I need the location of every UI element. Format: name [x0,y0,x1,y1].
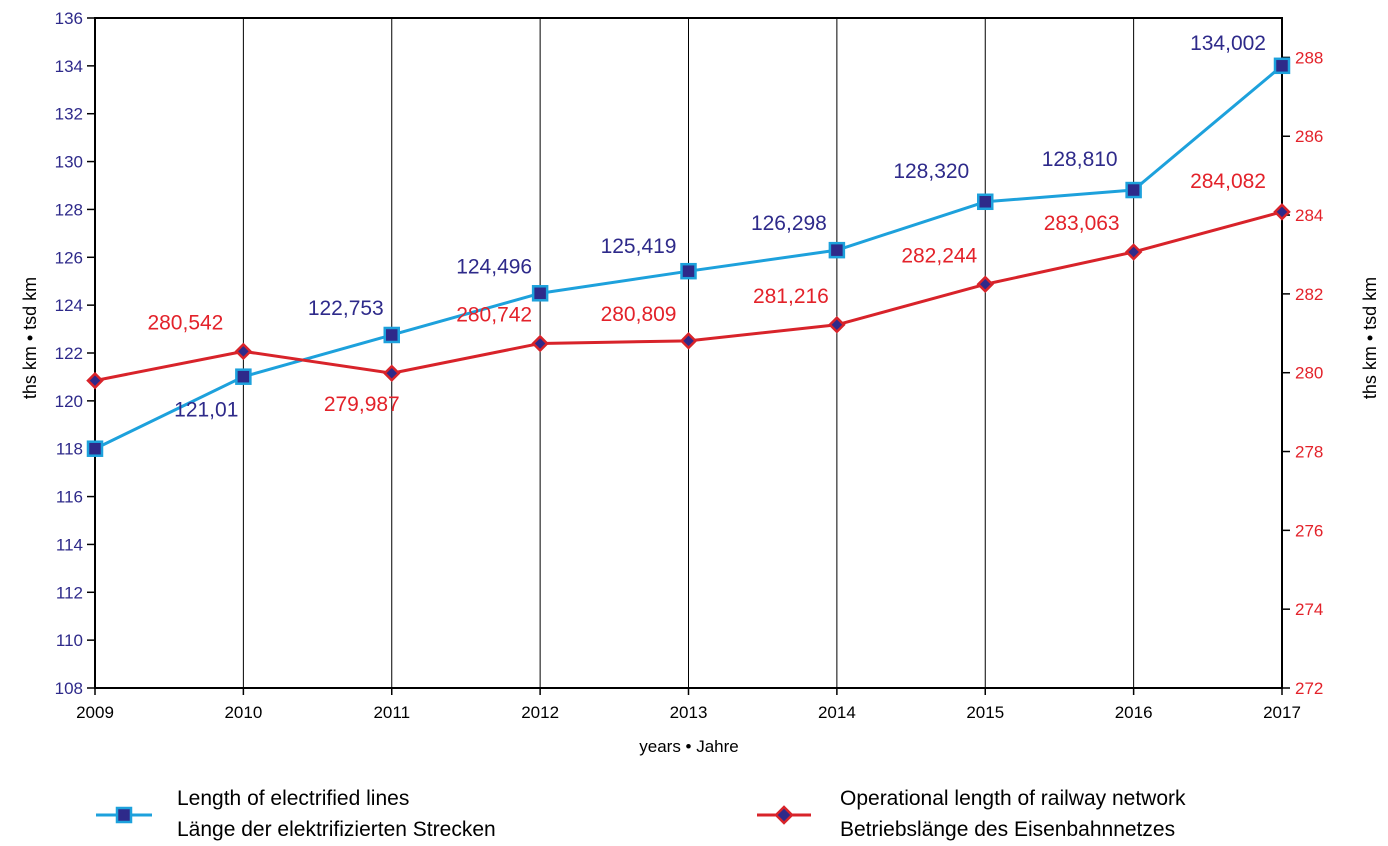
left-tick-label-132: 132 [55,105,83,124]
left-tick-label-110: 110 [56,631,83,650]
data-labels: 121,01 122,753 124,496 125,419 126,298 128,32… [147,32,1266,422]
right-tick-label-272: 272 [1295,679,1323,698]
legend-item-operational: Operational length of railway network Be… [757,787,1186,841]
data-label-series-0-2016: 128,810 [1042,148,1118,171]
data-label-series-1-2017: 284,082 [1190,170,1266,193]
series-0-point-2011 [383,326,400,344]
left-tick-label-108: 108 [55,679,83,698]
x-tick-label-2010: 2010 [224,703,262,722]
left-tick-label-122: 122 [55,344,83,363]
x-tick-label-2013: 2013 [670,703,708,722]
series-0-point-2016 [1125,181,1142,199]
legend-label-de-electrified: Länge der elektrifizierten Strecken [177,818,496,841]
left-tick-label-116: 116 [56,488,83,507]
x-tick-label-2012: 2012 [521,703,559,722]
data-label-series-1-2011: 279,987 [324,393,400,416]
series-0-point-2014 [828,241,846,259]
left-tick-label-120: 120 [55,392,83,411]
right-tick-label-286: 286 [1295,127,1323,146]
series-0-point-2015 [977,193,994,211]
series-1-point-2011 [382,364,401,382]
data-label-series-0-2017: 134,002 [1190,32,1266,55]
series-1-point-2017 [1273,203,1291,221]
data-label-series-0-2011: 122,753 [308,297,384,320]
legend-item-electrified: Length of electrified lines Länge der el… [96,787,496,841]
vertical-gridlines [242,18,1135,688]
series-1-point-2015 [976,275,995,294]
left-tick-label-112: 112 [56,583,83,602]
data-label-series-1-2015: 282,244 [901,244,977,267]
series-0-point-2009 [86,440,104,457]
left-tick-label-114: 114 [56,535,83,554]
left-tick-label-126: 126 [55,248,83,267]
x-axis: 2009 2010 2011 2012 2013 2014 2015 2016 2017 [76,688,1301,722]
right-tick-label-284: 284 [1295,206,1323,225]
left-y-axis: 108 110 112 114 116 118 120 122 124 126 128 130 132 1… [55,9,95,698]
x-tick-label-2014: 2014 [818,703,856,722]
x-axis-title: years • Jahre [639,737,739,756]
right-axis-title: ths km • tsd km [1360,277,1380,399]
x-tick-label-2011: 2011 [373,703,410,722]
legend: Length of electrified lines Länge der el… [96,787,1186,841]
right-tick-label-274: 274 [1295,600,1323,619]
series-0-point-2013 [680,262,697,280]
legend-label-en-operational: Operational length of railway network [840,787,1186,810]
right-tick-label-282: 282 [1295,285,1323,304]
legend-label-en-electrified: Length of electrified lines [177,787,409,810]
x-tick-label-2016: 2016 [1115,703,1153,722]
right-tick-label-276: 276 [1295,521,1323,540]
legend-diamond-marker-icon [774,805,794,825]
legend-label-de-operational: Betriebslänge des Eisenbahnnetzes [840,818,1175,841]
left-tick-label-128: 128 [55,200,83,219]
data-label-series-1-2010: 280,542 [147,311,223,334]
right-tick-label-278: 278 [1295,443,1323,462]
left-tick-label-118: 118 [56,440,83,459]
data-label-series-0-2014: 126,298 [751,212,827,235]
data-label-series-0-2010: 121,01 [174,399,238,422]
data-label-series-1-2016: 283,063 [1044,212,1120,235]
series-1-point-2013 [679,332,698,350]
right-tick-label-288: 288 [1295,48,1323,67]
series-1-point-2016 [1124,243,1143,261]
left-axis-title: ths km • tsd km [20,277,40,399]
data-label-series-1-2013: 280,809 [601,303,677,326]
left-tick-label-130: 130 [55,153,83,172]
x-tick-label-2017: 2017 [1263,703,1301,722]
data-label-series-1-2012: 280,742 [456,303,532,326]
series-1-point-2012 [531,334,549,353]
series-0-point-2012 [531,285,549,302]
series-1-point-2010 [234,342,253,361]
x-tick-label-2009: 2009 [76,703,114,722]
left-tick-label-134: 134 [55,57,83,76]
legend-square-marker-icon [115,806,133,824]
series-layer [86,57,1291,457]
series-1-point-2009 [86,371,104,390]
data-label-series-1-2014: 281,216 [753,285,829,308]
left-tick-label-124: 124 [55,296,83,315]
data-label-series-0-2015: 128,320 [893,160,969,183]
right-tick-label-280: 280 [1295,364,1323,383]
series-0-point-2017 [1273,57,1291,75]
data-label-series-0-2013: 125,419 [601,235,677,258]
left-tick-label-136: 136 [55,9,83,28]
data-label-series-0-2012: 124,496 [456,255,532,278]
x-tick-label-2015: 2015 [966,703,1004,722]
series-1-point-2014 [828,316,846,334]
series-0-point-2010 [235,368,252,385]
right-y-axis: 272 274 276 278 280 282 284 286 288 [1282,48,1323,698]
